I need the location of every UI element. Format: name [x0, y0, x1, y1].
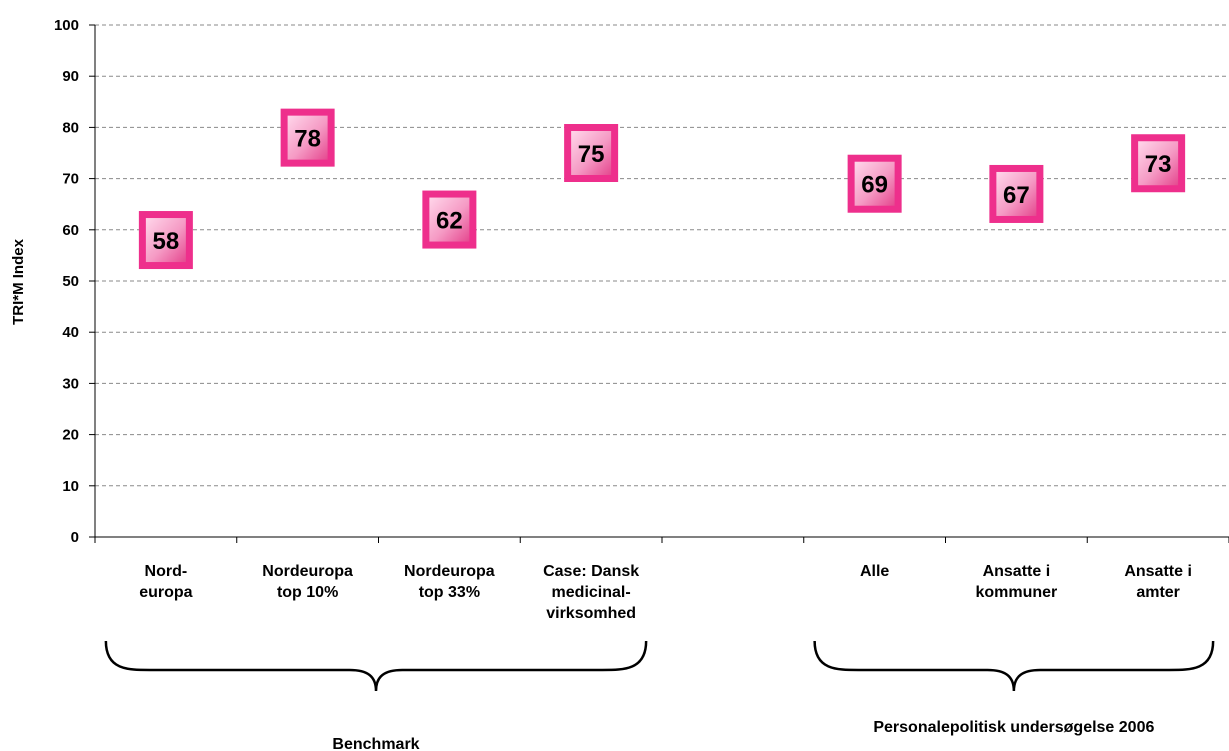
- category-label-line: Nordeuropa: [404, 563, 495, 580]
- category-label-line: top 33%: [419, 584, 480, 601]
- y-axis-title: TRI*M Index: [10, 238, 27, 324]
- data-label: 73: [1145, 151, 1172, 178]
- category-label-line: amter: [1136, 584, 1180, 601]
- category-label-line: Alle: [860, 563, 889, 580]
- y-tick-labels: 0 10 20 30 40 50 60 70 80 90 100: [54, 17, 79, 546]
- category-label-line: kommuner: [975, 584, 1057, 601]
- y-tick-label: 50: [62, 273, 79, 290]
- category-label-line: Ansatte i: [983, 563, 1051, 580]
- y-tick-label: 0: [71, 529, 79, 546]
- group-brace: [106, 641, 646, 691]
- data-point: 73: [1131, 134, 1185, 192]
- data-point: 67: [989, 165, 1043, 223]
- category-label: Nordeuropa top 10%: [262, 563, 353, 601]
- category-label-line: Ansatte i: [1124, 563, 1192, 580]
- category-label-line: Nordeuropa: [262, 563, 353, 580]
- group-brace: [815, 641, 1214, 691]
- y-tick-label: 60: [62, 222, 79, 239]
- data-markers: 58 78 62 75 69 67 73: [139, 109, 1185, 269]
- category-label: Ansatte i amter: [1124, 563, 1192, 601]
- data-label: 58: [153, 228, 180, 255]
- y-tick-label: 30: [62, 375, 79, 392]
- category-label-line: Nord-: [145, 563, 188, 580]
- category-label-line: Case: Dansk: [543, 563, 639, 580]
- data-point: 58: [139, 211, 193, 269]
- data-label: 69: [861, 172, 888, 199]
- data-point: 69: [848, 155, 902, 213]
- y-tick-label: 20: [62, 427, 79, 444]
- data-label: 78: [294, 126, 321, 153]
- y-tick-label: 10: [62, 478, 79, 495]
- group-label-survey: Personalepolitisk undersøgelse 2006: [873, 719, 1154, 736]
- data-label: 75: [578, 141, 605, 168]
- x-category-labels: Nord-europa Nordeuropa top 10% Nordeuropa to…: [139, 563, 1192, 622]
- category-label: Alle: [860, 563, 889, 580]
- data-point: 78: [281, 109, 335, 167]
- category-label-line: europa: [139, 584, 192, 601]
- y-tick-label: 80: [62, 119, 79, 136]
- data-point: 75: [564, 124, 618, 182]
- category-label: Nord-europa: [139, 563, 192, 601]
- group-label-benchmark: Benchmark: [332, 736, 419, 751]
- category-label-line: top 10%: [277, 584, 338, 601]
- y-tick-label: 90: [62, 68, 79, 85]
- category-label-line: medicinal-: [552, 584, 631, 601]
- category-label: Case: Dansk medicinal-virksomhed: [543, 563, 639, 622]
- y-tick-label: 100: [54, 17, 79, 34]
- y-tick-label: 70: [62, 171, 79, 188]
- gridlines: [95, 25, 1229, 486]
- y-tick-label: 40: [62, 324, 79, 341]
- category-label: Ansatte i kommuner: [975, 563, 1057, 601]
- category-groups: Benchmark Personalepolitisk undersøgelse …: [106, 641, 1213, 751]
- category-label: Nordeuropa top 33%: [404, 563, 495, 601]
- data-label: 62: [436, 208, 463, 235]
- data-label: 67: [1003, 182, 1030, 209]
- category-label-line: virksomhed: [546, 605, 636, 622]
- data-point: 62: [422, 191, 476, 249]
- axes: [89, 25, 1229, 543]
